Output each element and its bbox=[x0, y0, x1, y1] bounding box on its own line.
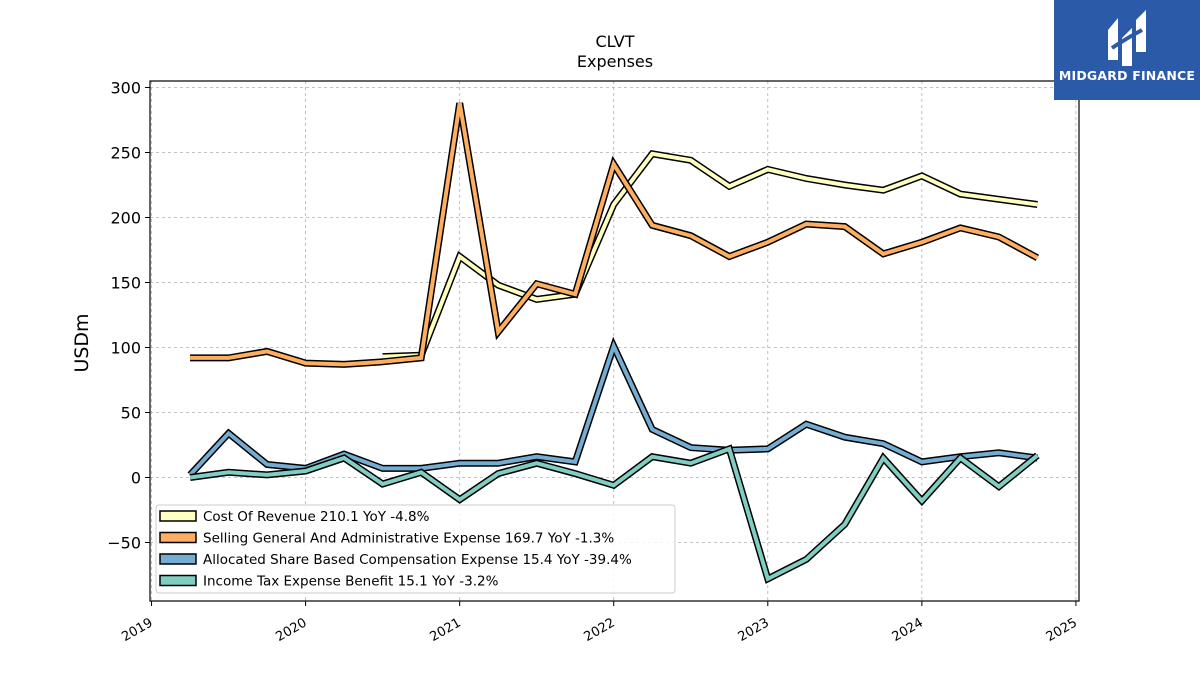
series-3 bbox=[189, 444, 1040, 584]
series-line bbox=[382, 151, 1038, 359]
plot-frame bbox=[149, 80, 1080, 602]
x-tick-label: 2023 bbox=[736, 615, 772, 645]
legend-box bbox=[155, 504, 676, 594]
x-tick-label: 2021 bbox=[428, 615, 464, 645]
y-tick-label: 100 bbox=[110, 339, 141, 358]
y-tick-label: 50 bbox=[121, 404, 141, 423]
y-tick-label: 300 bbox=[110, 79, 141, 98]
series-0 bbox=[382, 149, 1038, 361]
y-axis-label: USDm bbox=[71, 313, 93, 372]
legend-swatch bbox=[159, 531, 197, 544]
series-line bbox=[189, 446, 1039, 582]
y-tick-label: 200 bbox=[110, 209, 141, 228]
brand-logo: MIDGARD FINANCE bbox=[1054, 0, 1200, 100]
x-tick-label: 2025 bbox=[1044, 615, 1080, 645]
y-tick-label: 150 bbox=[110, 274, 141, 293]
legend-entry: Allocated Share Based Compensation Expen… bbox=[203, 552, 632, 568]
y-tick-label: 0 bbox=[131, 469, 141, 488]
x-tick-label: 2019 bbox=[119, 615, 155, 645]
legend-entry: Selling General And Administrative Expen… bbox=[203, 531, 614, 547]
legend-entry: Income Tax Expense Benefit 15.1 YoY -3.2… bbox=[203, 574, 499, 590]
x-tick-label: 2024 bbox=[890, 615, 926, 645]
brand-logo-icon bbox=[1108, 10, 1146, 66]
legend-entry: Cost Of Revenue 210.1 YoY -4.8% bbox=[203, 509, 430, 525]
chart-title: CLVT bbox=[595, 32, 634, 51]
legend-swatch bbox=[159, 574, 197, 587]
legend: Cost Of Revenue 210.1 YoY -4.8% Selling G… bbox=[155, 504, 676, 594]
chart-subtitle: Expenses bbox=[577, 52, 653, 71]
x-tick-label: 2020 bbox=[273, 615, 309, 645]
series-line bbox=[190, 102, 1039, 367]
series-1 bbox=[190, 102, 1040, 368]
y-tick-label: −50 bbox=[107, 534, 141, 553]
series-lines bbox=[187, 102, 1040, 584]
x-tick-label: 2022 bbox=[582, 615, 618, 645]
brand-name: MIDGARD FINANCE bbox=[1058, 68, 1196, 83]
legend-swatch bbox=[159, 553, 197, 565]
legend-swatch bbox=[159, 510, 197, 522]
y-tick-label: 250 bbox=[110, 144, 141, 163]
